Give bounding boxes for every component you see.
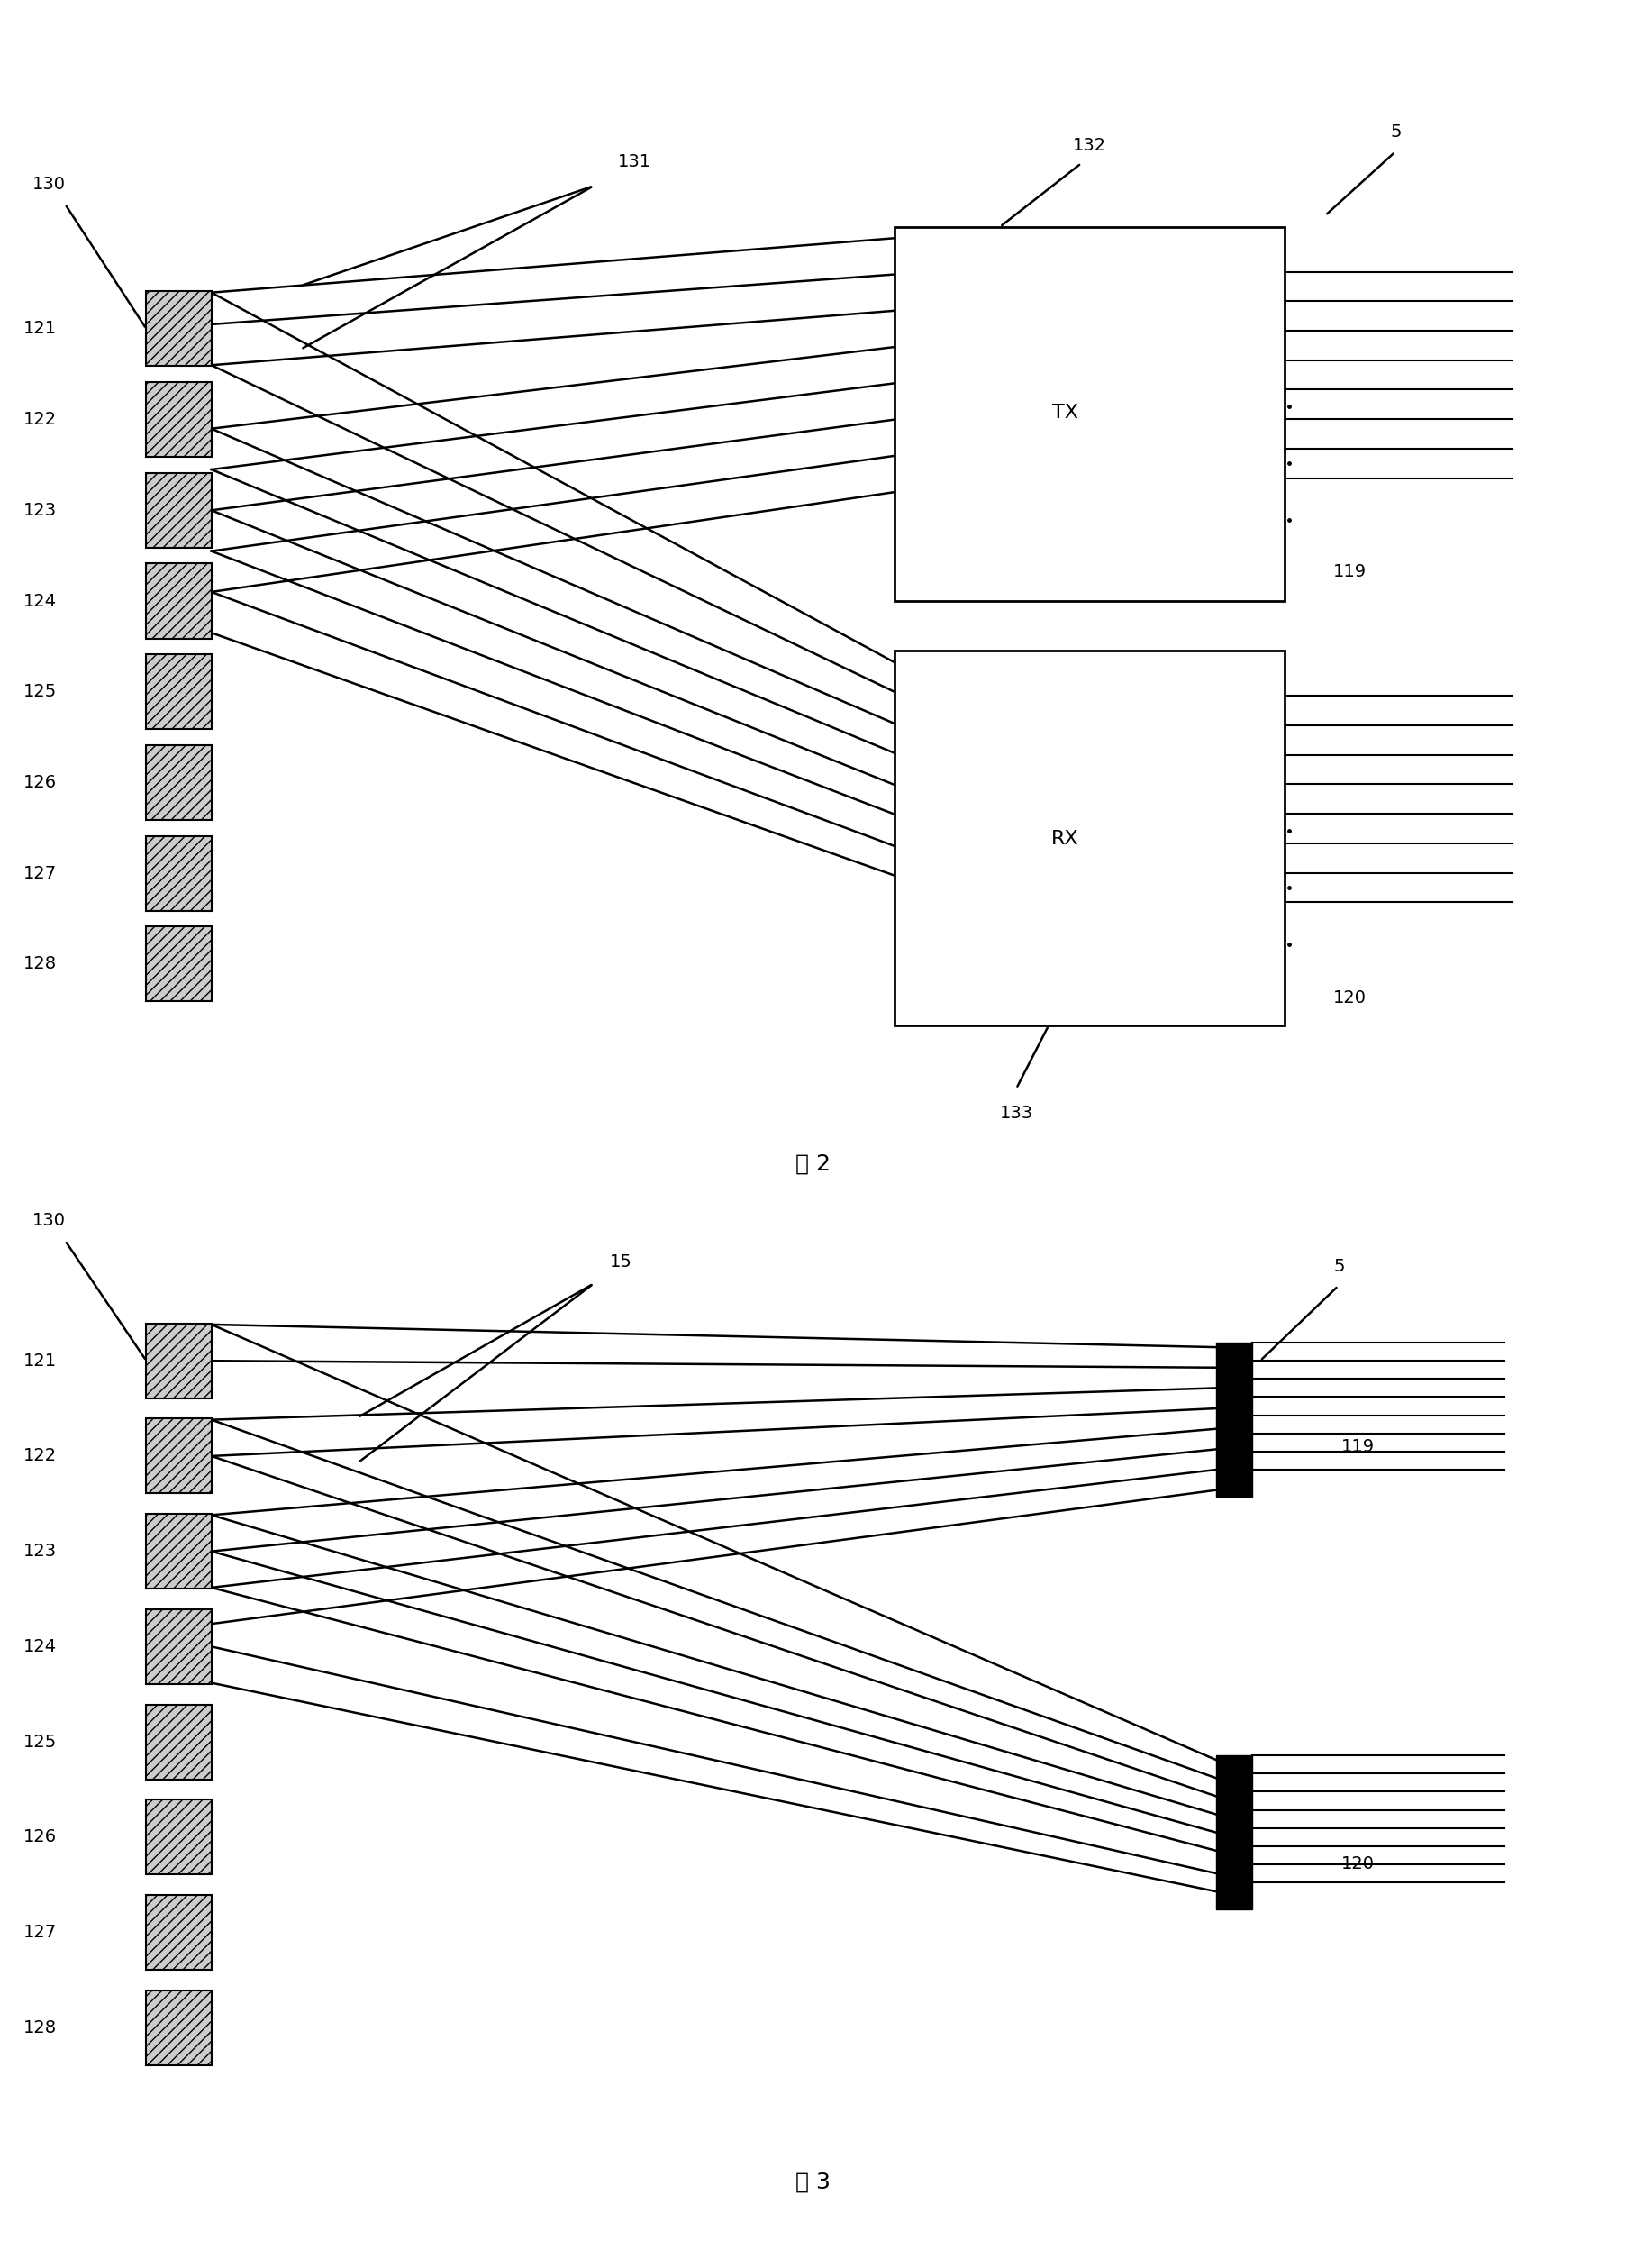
Text: 125: 125	[23, 1733, 57, 1751]
Text: 122: 122	[23, 1447, 57, 1465]
Text: 130: 130	[33, 175, 65, 193]
Bar	[1216, 1755, 1252, 1910]
Text: 125: 125	[23, 683, 57, 701]
Bar	[146, 290, 211, 365]
Text: 图 2: 图 2	[795, 1152, 831, 1175]
Text: 124: 124	[23, 1637, 57, 1656]
Text: 120: 120	[1341, 1855, 1374, 1873]
Text: 120: 120	[1333, 989, 1366, 1007]
Text: 5: 5	[1390, 122, 1402, 141]
Bar	[146, 1991, 211, 2064]
Text: 121: 121	[23, 1352, 57, 1370]
Bar	[146, 1322, 211, 1397]
Bar	[146, 1610, 211, 1683]
Bar	[146, 1515, 211, 1588]
Bar	[146, 472, 211, 547]
Bar	[894, 227, 1285, 601]
Text: 130: 130	[33, 1211, 65, 1229]
Text: 128: 128	[23, 955, 57, 973]
Text: 121: 121	[23, 320, 57, 338]
Bar	[146, 653, 211, 730]
Text: 119: 119	[1333, 562, 1367, 581]
Bar	[146, 562, 211, 640]
Text: 15: 15	[610, 1252, 633, 1270]
Text: 132: 132	[1073, 136, 1107, 154]
Text: 128: 128	[23, 2019, 57, 2037]
Text: 119: 119	[1341, 1438, 1376, 1456]
Text: 124: 124	[23, 592, 57, 610]
Text: 126: 126	[23, 1828, 57, 1846]
Bar	[146, 1706, 211, 1778]
Text: 127: 127	[23, 1923, 57, 1941]
Bar	[1216, 1343, 1252, 1497]
Bar	[894, 651, 1285, 1025]
Bar	[146, 1801, 211, 1873]
Bar	[146, 925, 211, 1002]
Text: 5: 5	[1333, 1256, 1345, 1275]
Bar	[146, 383, 211, 458]
Text: TX: TX	[1052, 404, 1078, 422]
Bar	[146, 744, 211, 819]
Bar	[146, 1420, 211, 1495]
Text: 图 3: 图 3	[795, 2170, 831, 2193]
Text: 123: 123	[23, 501, 57, 519]
Text: RX: RX	[1052, 830, 1078, 848]
Text: 131: 131	[618, 152, 652, 170]
Bar	[146, 1896, 211, 1969]
Text: 133: 133	[1000, 1105, 1034, 1123]
Text: 123: 123	[23, 1542, 57, 1560]
Text: 126: 126	[23, 773, 57, 792]
Text: 122: 122	[23, 411, 57, 429]
Text: 127: 127	[23, 864, 57, 882]
Bar	[146, 835, 211, 909]
